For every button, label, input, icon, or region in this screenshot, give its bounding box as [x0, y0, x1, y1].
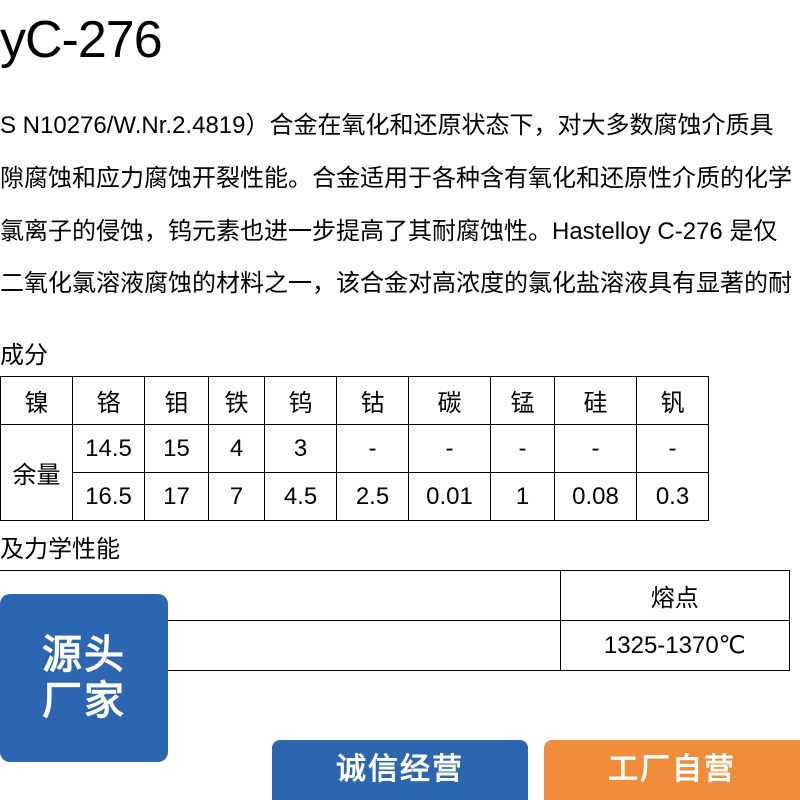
table-cell: 16.5 [73, 473, 145, 521]
badge-source-factory: 源头 厂家 [0, 594, 168, 762]
col-header: 碳 [409, 377, 491, 425]
table-cell: 4.5 [265, 473, 337, 521]
melting-point-header: 熔点 [560, 571, 789, 621]
col-header: 钒 [637, 377, 709, 425]
table-cell: - [337, 425, 409, 473]
mechanical-label: 及力学性能 [0, 529, 790, 564]
col-header: 镍 [1, 377, 73, 425]
table-cell: 7 [209, 473, 265, 521]
desc-line-2: 隙腐蚀和应力腐蚀开裂性能。合金适用于各种含有氧化和还原性介质的化学 [0, 153, 790, 206]
col-header: 铬 [73, 377, 145, 425]
badge-text-line: 厂家 [42, 678, 126, 724]
table-cell: 4 [209, 425, 265, 473]
col-header: 钼 [145, 377, 209, 425]
table-cell: 17 [145, 473, 209, 521]
composition-label: 成分 [0, 335, 790, 370]
badge-integrity: 诚信经营 [272, 740, 528, 800]
table-cell: - [409, 425, 491, 473]
table-cell: 0.3 [637, 473, 709, 521]
badge-text: 诚信经营 [336, 753, 464, 788]
melting-point-value: 1325-1370℃ [560, 621, 789, 671]
desc-line-3: 氯离子的侵蚀，钨元素也进一步提高了其耐腐蚀性。Hastelloy C-276 是… [0, 206, 790, 259]
description-paragraph: S N10276/W.Nr.2.4819）合金在氧化和还原状态下，对大多数腐蚀介… [0, 100, 790, 311]
cell-ni-balance: 余量 [1, 425, 73, 521]
table-cell: 1 [491, 473, 555, 521]
composition-table: 镍 铬 钼 铁 钨 钴 碳 锰 硅 钒 余量 14.5 15 4 3 - - -… [0, 376, 709, 521]
table-cell: - [637, 425, 709, 473]
col-header: 锰 [491, 377, 555, 425]
table-header-row: 镍 铬 钼 铁 钨 钴 碳 锰 硅 钒 [1, 377, 709, 425]
desc-line-1: S N10276/W.Nr.2.4819）合金在氧化和还原状态下，对大多数腐蚀介… [0, 100, 790, 153]
table-cell: 15 [145, 425, 209, 473]
col-header: 铁 [209, 377, 265, 425]
table-row: 余量 14.5 15 4 3 - - - - - [1, 425, 709, 473]
table-cell: - [555, 425, 637, 473]
table-cell: 14.5 [73, 425, 145, 473]
table-cell: 0.08 [555, 473, 637, 521]
badge-text-line: 源头 [42, 632, 126, 678]
table-cell: 2.5 [337, 473, 409, 521]
table-cell: - [491, 425, 555, 473]
badge-factory-direct: 工厂自营 [544, 740, 800, 800]
col-header: 钨 [265, 377, 337, 425]
table-cell: 3 [265, 425, 337, 473]
document-fragment: yC-276 S N10276/W.Nr.2.4819）合金在氧化和还原状态下，… [0, 0, 790, 671]
table-cell: 0.01 [409, 473, 491, 521]
product-title: yC-276 [0, 10, 790, 70]
col-header: 钴 [337, 377, 409, 425]
table-row: 16.5 17 7 4.5 2.5 0.01 1 0.08 0.3 [1, 473, 709, 521]
badge-text: 工厂自营 [608, 753, 736, 788]
col-header: 硅 [555, 377, 637, 425]
desc-line-4: 二氧化氯溶液腐蚀的材料之一，该合金对高浓度的氯化盐溶液具有显著的耐 [0, 258, 790, 311]
